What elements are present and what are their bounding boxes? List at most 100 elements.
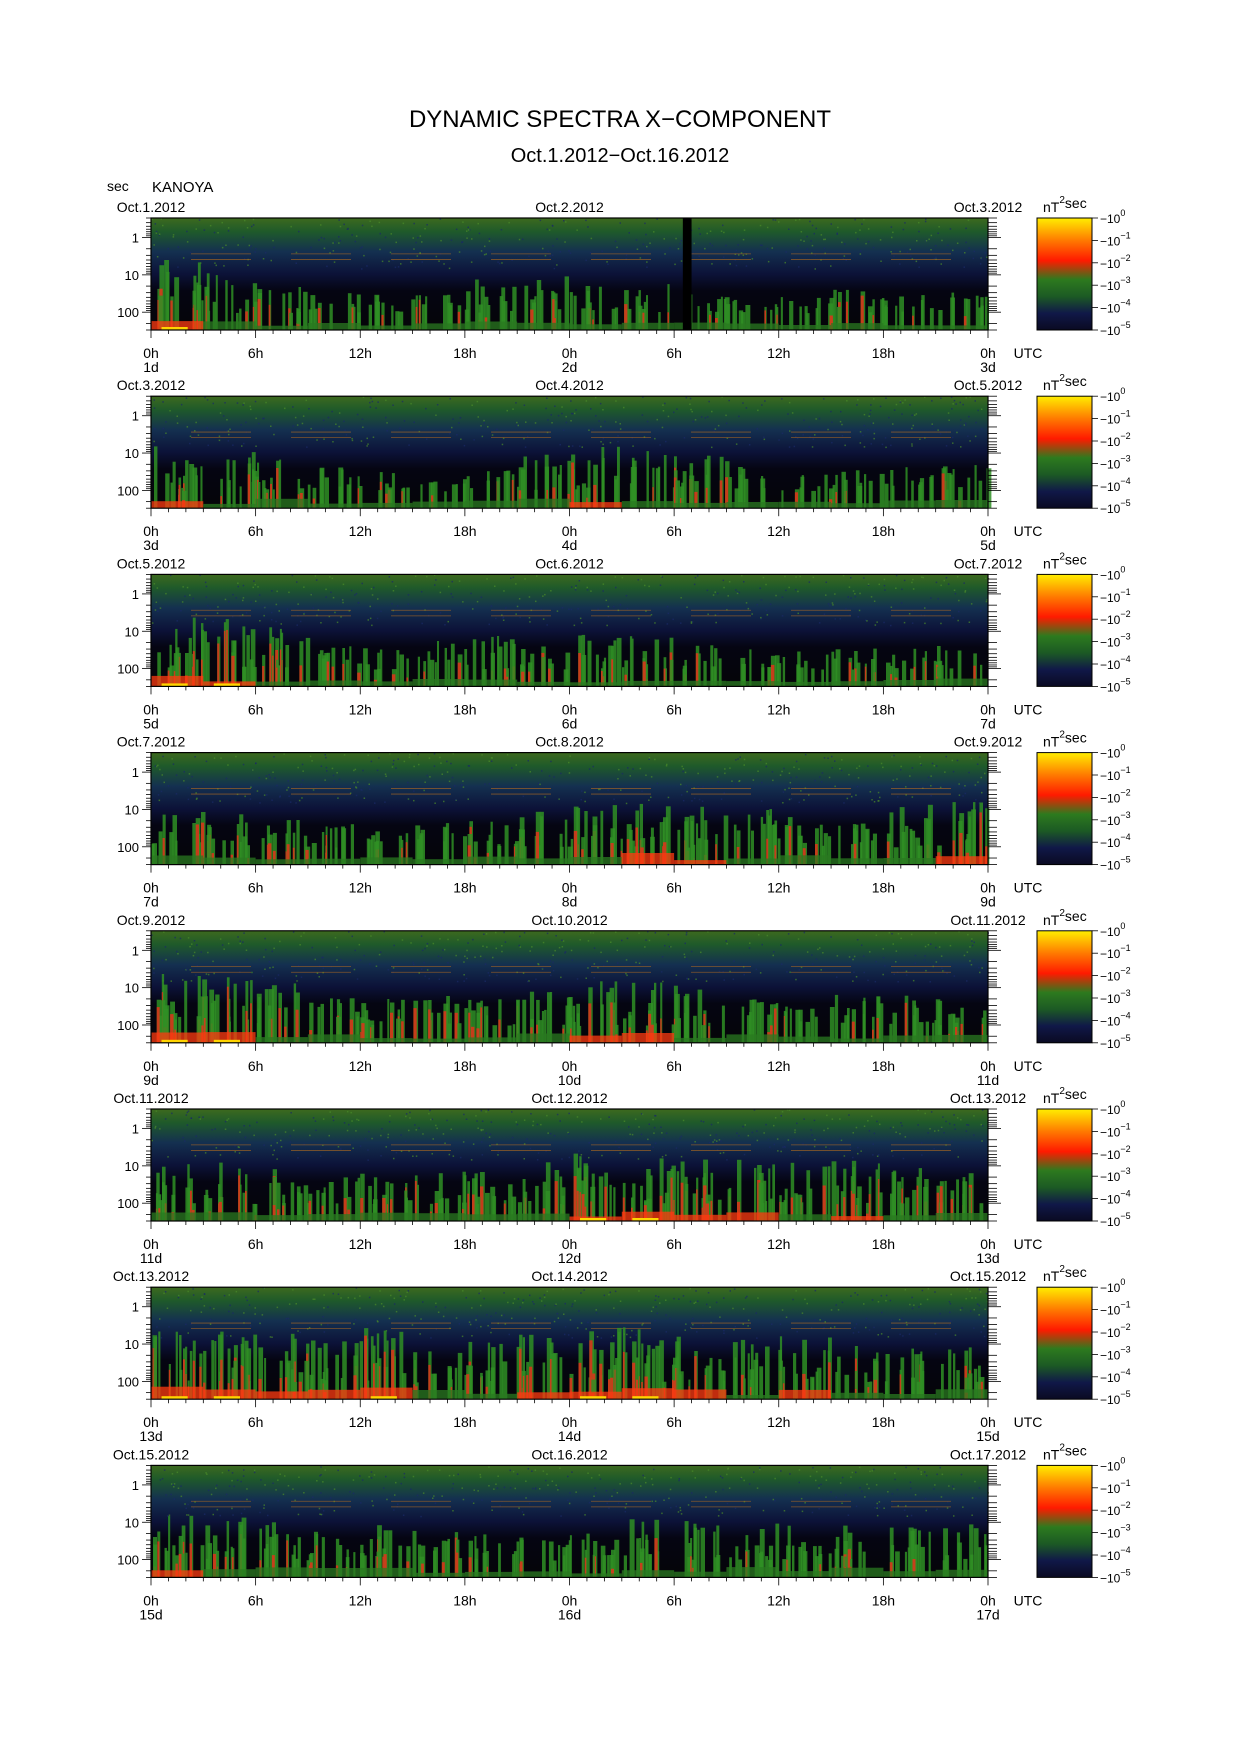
activity-mark <box>338 467 344 509</box>
noise-speck <box>863 577 865 579</box>
noise-speck <box>619 428 622 430</box>
activity-mark <box>573 295 577 330</box>
noise-speck <box>154 428 156 430</box>
activity-mark <box>195 824 199 865</box>
noise-speck <box>798 801 800 804</box>
activity-mark <box>611 659 614 687</box>
noise-speck <box>345 434 348 436</box>
noise-speck <box>426 575 428 578</box>
noise-speck <box>857 399 859 401</box>
activity-mark <box>554 1181 558 1221</box>
noise-speck <box>448 433 451 435</box>
noise-speck <box>927 1132 929 1134</box>
activity-mark <box>451 484 457 509</box>
noise-speck <box>569 1319 572 1321</box>
activity-mark <box>822 1185 826 1221</box>
activity-mark <box>463 836 467 865</box>
activity-mark <box>511 479 514 509</box>
noise-speck <box>788 401 791 404</box>
noise-speck <box>585 400 588 402</box>
activity-mark <box>949 474 953 509</box>
noise-speck <box>477 416 479 418</box>
noise-speck <box>189 594 191 596</box>
noise-speck <box>295 975 298 977</box>
activity-mark <box>805 1021 810 1043</box>
activity-mark <box>581 308 586 330</box>
activity-mark <box>520 469 526 509</box>
x-tick-label: 18h <box>453 701 476 717</box>
activity-mark <box>378 490 383 509</box>
noise-speck <box>348 1123 350 1126</box>
noise-speck <box>332 242 334 244</box>
noise-speck <box>820 234 823 236</box>
noise-speck <box>421 241 423 243</box>
noise-speck <box>484 783 486 785</box>
noise-speck <box>784 261 786 264</box>
activity-mark <box>751 830 754 865</box>
activity-mark <box>536 280 542 330</box>
activity-mark <box>269 643 272 687</box>
noise-speck <box>487 972 490 974</box>
noise-speck <box>662 410 665 412</box>
activity-mark <box>871 659 876 687</box>
noise-speck <box>617 778 619 780</box>
noise-speck <box>251 225 253 228</box>
activity-mark <box>648 1013 652 1043</box>
noise-speck <box>515 613 517 615</box>
noise-speck <box>204 618 207 620</box>
noise-speck <box>650 776 653 778</box>
noise-speck <box>662 404 664 406</box>
noise-speck <box>900 937 902 940</box>
activity-mark <box>677 829 681 865</box>
noise-speck <box>930 785 932 787</box>
noise-speck <box>882 948 884 950</box>
noise-speck <box>813 1119 816 1122</box>
x-tick-label: 6h <box>666 1236 682 1252</box>
noise-speck <box>940 955 943 957</box>
noise-speck <box>585 1328 587 1330</box>
noise-speck <box>369 617 372 620</box>
noise-speck <box>167 785 170 787</box>
noise-speck <box>568 1156 571 1159</box>
noise-speck <box>709 1134 712 1136</box>
activity-mark <box>592 816 598 865</box>
noise-speck <box>656 1312 658 1315</box>
noise-speck <box>941 967 943 969</box>
noise-speck <box>545 407 547 410</box>
noise-speck <box>610 1336 613 1338</box>
noise-speck <box>759 587 761 589</box>
noise-speck <box>855 231 857 234</box>
activity-mark <box>528 671 531 687</box>
colorbar-tick-label: −10−1 <box>1100 230 1131 248</box>
activity-mark <box>670 1177 673 1221</box>
activity-mark <box>676 1171 680 1221</box>
activity-mark <box>747 814 751 865</box>
noise-speck <box>154 765 157 767</box>
noise-speck <box>920 1142 923 1144</box>
noise-speck <box>539 783 541 786</box>
activity-mark <box>245 311 248 330</box>
noise-speck <box>279 795 281 797</box>
activity-mark <box>324 477 329 509</box>
noise-speck <box>245 949 248 951</box>
x-tick-label: 6h <box>666 880 682 896</box>
noise-speck <box>824 1321 826 1323</box>
noise-speck <box>356 978 359 980</box>
noise-speck <box>813 1145 816 1148</box>
noise-speck <box>369 788 371 790</box>
activity-mark <box>829 1007 835 1043</box>
noise-speck <box>409 1117 411 1119</box>
activity-mark <box>188 637 192 687</box>
noise-speck <box>933 257 936 260</box>
noise-speck <box>563 1313 565 1315</box>
noise-speck <box>212 620 214 623</box>
noise-speck <box>395 241 397 244</box>
noise-speck <box>161 774 163 776</box>
noise-speck <box>599 402 602 405</box>
noise-speck <box>876 1120 878 1123</box>
low-frequency-band <box>674 680 727 687</box>
noise-speck <box>357 1119 360 1121</box>
noise-speck <box>195 613 198 616</box>
noise-speck <box>709 1306 711 1308</box>
activity-mark <box>521 671 525 687</box>
